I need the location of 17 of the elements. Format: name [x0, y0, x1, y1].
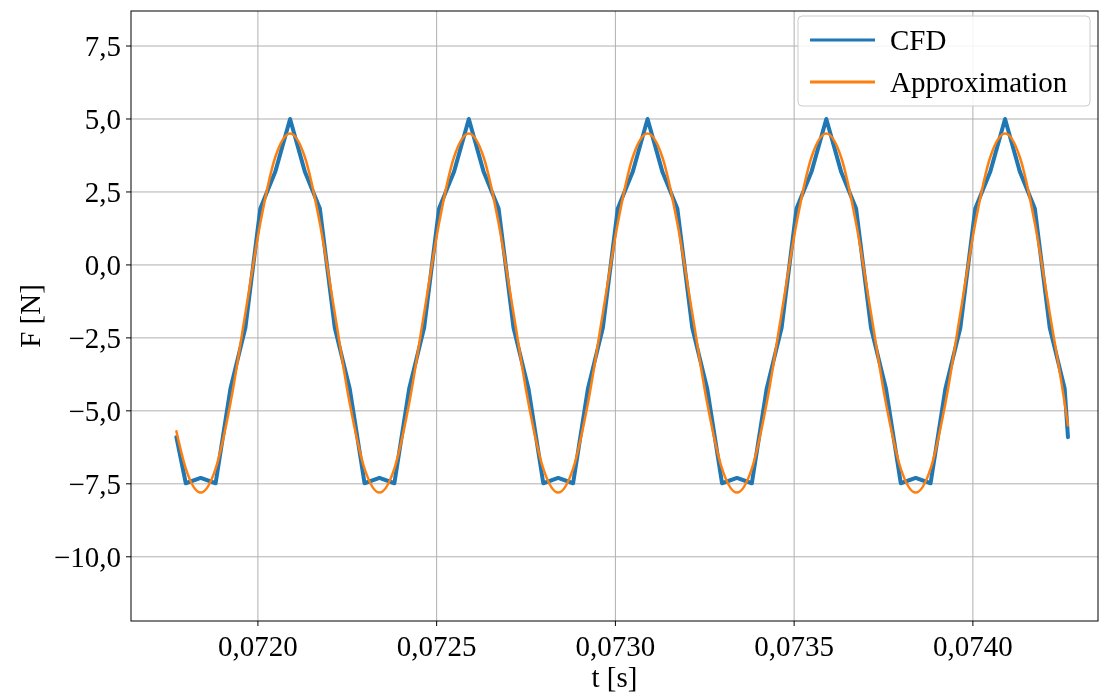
y-tick-label: −10,0 — [53, 540, 121, 573]
y-axis-title: F [N] — [14, 284, 46, 348]
y-tick-label: −2,5 — [68, 322, 121, 355]
y-tick-label: −7,5 — [68, 467, 121, 500]
legend-label: Approximation — [890, 66, 1068, 99]
y-tick-label: 5,0 — [84, 103, 121, 136]
legend-label: CFD — [890, 24, 947, 57]
x-axis-title: t [s] — [591, 661, 638, 693]
x-tick-label: 0,0725 — [396, 630, 477, 662]
y-tick-label: 2,5 — [84, 176, 121, 209]
y-tick-label: −5,0 — [68, 395, 121, 428]
x-tick-label: 0,0720 — [218, 630, 298, 662]
y-tick-label: 0,0 — [84, 249, 121, 282]
y-tick-label: 7,5 — [84, 30, 121, 63]
x-tick-label: 0,0740 — [933, 630, 1013, 662]
x-tick-label: 0,0730 — [575, 630, 656, 662]
x-tick-label: 0,0735 — [754, 630, 835, 662]
